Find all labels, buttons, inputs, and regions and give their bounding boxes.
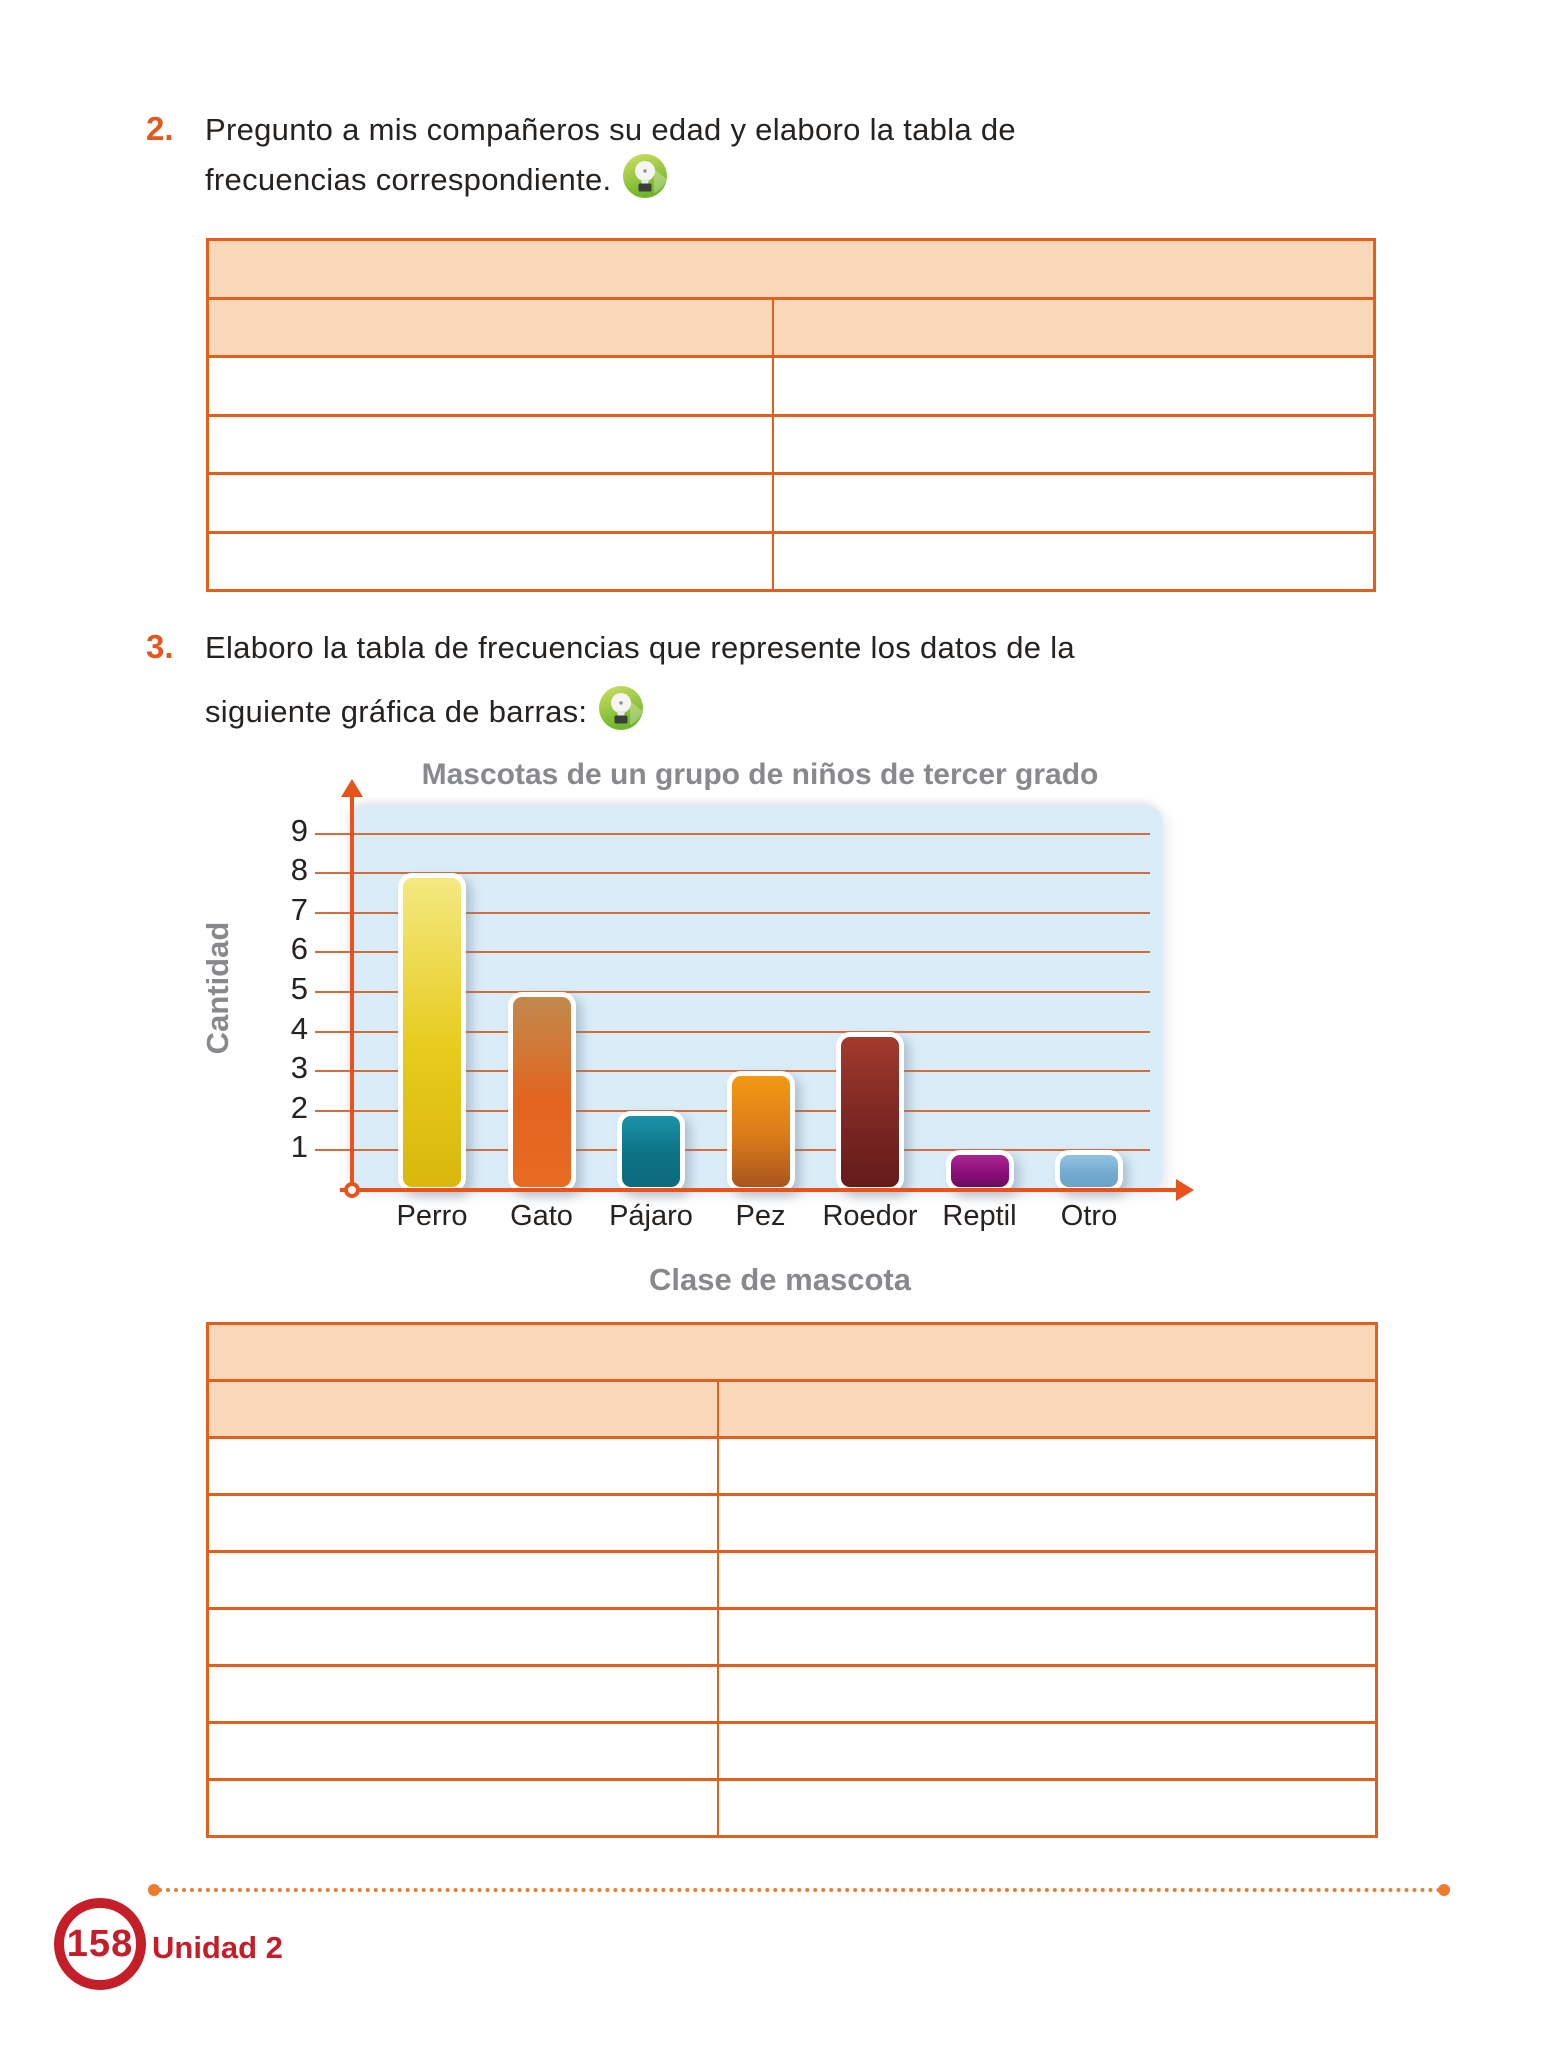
bar-pájaro bbox=[617, 1110, 685, 1192]
table-blank-row bbox=[209, 1550, 1375, 1607]
bar-pez bbox=[726, 1071, 795, 1192]
y-tick-label: 7 bbox=[290, 891, 308, 927]
item-3-number: 3. bbox=[146, 628, 174, 665]
item-2-text-line2-row: frecuencias correspondiente. bbox=[205, 152, 669, 208]
rule-end-dot-icon bbox=[1438, 1884, 1450, 1896]
table-cell bbox=[774, 358, 1373, 414]
gridline bbox=[315, 1030, 1150, 1033]
y-tick-label: 1 bbox=[290, 1129, 308, 1165]
x-tick-label: Pájaro bbox=[609, 1200, 693, 1232]
y-tick-label: 4 bbox=[290, 1010, 308, 1046]
table-cell bbox=[209, 416, 774, 472]
table-blank-row bbox=[209, 472, 1373, 531]
x-tick-label: Otro bbox=[1060, 1200, 1118, 1232]
table-cell bbox=[719, 1439, 1375, 1493]
x-axis-arrow-icon bbox=[1176, 1179, 1194, 1201]
bar-gato bbox=[507, 992, 576, 1192]
table-blank-row bbox=[209, 355, 1373, 414]
idea-lightbulb-icon bbox=[597, 684, 645, 740]
chart-title: Mascotas de un grupo de niños de tercer … bbox=[421, 758, 1099, 791]
item-2-text-line2: frecuencias correspondiente. bbox=[205, 162, 612, 197]
table-cell bbox=[719, 1781, 1375, 1835]
y-axis-arrow-icon bbox=[341, 779, 363, 797]
table-cell bbox=[719, 1553, 1375, 1607]
table-cell bbox=[209, 533, 774, 589]
idea-lightbulb-icon bbox=[621, 152, 669, 208]
x-axis-line bbox=[340, 1188, 1178, 1192]
bar-reptil bbox=[945, 1150, 1014, 1192]
unit-label: Unidad 2 bbox=[152, 1930, 283, 1965]
x-tick-label: Gato bbox=[510, 1200, 573, 1232]
table-blank-row bbox=[209, 1721, 1375, 1778]
table-blank-row bbox=[209, 1664, 1375, 1721]
footer-dotted-rule bbox=[158, 1888, 1442, 1892]
table-cell bbox=[719, 1496, 1375, 1550]
y-tick-label: 9 bbox=[290, 812, 308, 848]
table-column-header-row bbox=[209, 1379, 1375, 1436]
page-number: 158 bbox=[66, 1922, 134, 1965]
table-cell bbox=[209, 1382, 719, 1436]
table-cell bbox=[209, 1781, 719, 1835]
table-title-header-row bbox=[209, 1325, 1375, 1379]
y-axis-line bbox=[350, 796, 354, 1192]
y-tick-label: 6 bbox=[290, 931, 308, 967]
table-cell bbox=[774, 300, 1373, 356]
y-tick-label: 8 bbox=[290, 852, 308, 888]
item-3-text-line2: siguiente gráfica de barras: bbox=[205, 694, 588, 729]
gridline bbox=[315, 872, 1150, 875]
table-blank-row bbox=[209, 413, 1373, 473]
x-tick-label: Perro bbox=[396, 1200, 468, 1232]
table-title-header-row bbox=[209, 241, 1373, 297]
table-blank-row bbox=[209, 1493, 1375, 1550]
item-2-number: 2. bbox=[146, 110, 174, 147]
table-cell bbox=[209, 1496, 719, 1550]
origin-point bbox=[344, 1182, 360, 1198]
table-cell bbox=[209, 1553, 719, 1607]
item-3-text-line2-row: siguiente gráfica de barras: bbox=[205, 684, 645, 740]
y-tick-label: 3 bbox=[290, 1050, 308, 1086]
bar-roedor bbox=[836, 1031, 904, 1192]
table-cell bbox=[774, 475, 1373, 531]
gridline bbox=[315, 832, 1150, 835]
y-tick-label: 2 bbox=[290, 1089, 308, 1125]
table-cell bbox=[209, 1610, 719, 1664]
table-cell bbox=[774, 417, 1373, 473]
rule-start-dot-icon bbox=[148, 1884, 160, 1896]
page-number-badge: 158 bbox=[54, 1898, 146, 1990]
table-blank-row bbox=[209, 1607, 1375, 1664]
table-cell bbox=[774, 534, 1373, 590]
table-cell bbox=[719, 1382, 1375, 1436]
gridline bbox=[315, 991, 1150, 993]
gridline bbox=[315, 911, 1150, 914]
table-cell bbox=[719, 1724, 1375, 1778]
table-cell bbox=[719, 1667, 1375, 1721]
item-2-text-line1: Pregunto a mis compañeros su edad y elab… bbox=[205, 112, 1016, 147]
x-tick-label: Reptil bbox=[942, 1200, 1017, 1232]
table-cell bbox=[209, 1439, 719, 1493]
pets-frequency-table bbox=[206, 1322, 1378, 1838]
table-blank-row bbox=[209, 530, 1373, 590]
table-cell bbox=[719, 1610, 1375, 1664]
table-blank-row bbox=[209, 1778, 1375, 1835]
table-cell bbox=[209, 299, 774, 355]
age-frequency-table bbox=[206, 238, 1376, 592]
table-cell bbox=[209, 1724, 719, 1778]
table-cell bbox=[209, 475, 774, 531]
x-tick-label: Roedor bbox=[822, 1200, 918, 1232]
table-column-header-row bbox=[209, 296, 1373, 356]
table-cell bbox=[209, 358, 774, 414]
x-tick-label: Pez bbox=[735, 1200, 786, 1232]
table-blank-row bbox=[209, 1436, 1375, 1493]
gridline bbox=[315, 1070, 1150, 1073]
chart-x-axis-label: Clase de mascota bbox=[649, 1262, 911, 1297]
y-tick-label: 5 bbox=[290, 971, 308, 1006]
bar-perro bbox=[398, 873, 466, 1192]
item-3-text-line1: Elaboro la tabla de frecuencias que repr… bbox=[205, 630, 1075, 665]
gridline bbox=[315, 951, 1150, 954]
bar-otro bbox=[1055, 1150, 1123, 1192]
table-cell bbox=[209, 1667, 719, 1721]
